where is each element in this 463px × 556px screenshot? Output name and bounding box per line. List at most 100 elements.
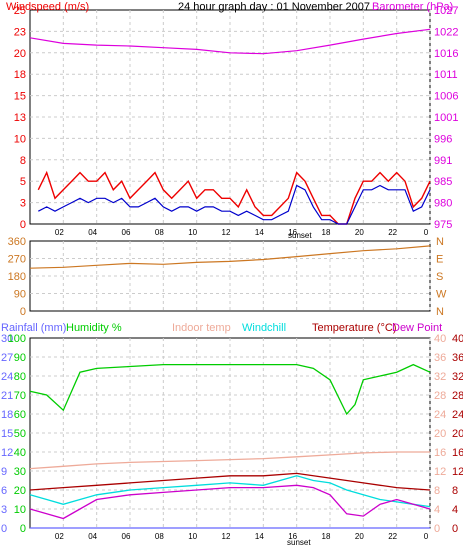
temp-tick: 28 — [452, 390, 463, 402]
panel3-x-tick: 04 — [88, 532, 97, 541]
panel1-right-tick: 1027 — [434, 5, 458, 17]
panel1-left-tick: 5 — [20, 176, 26, 188]
series-humidity — [29, 363, 431, 416]
panel1-x-tick: 18 — [322, 228, 331, 237]
panel1-right-tick: 1006 — [434, 91, 458, 103]
panel1-x-tick: 12 — [222, 228, 231, 237]
panel3-x-tick: 02 — [55, 532, 64, 541]
temp-tick: 12 — [452, 466, 463, 478]
panel3-x-tick: 0 — [424, 532, 429, 541]
temp-tick: 0 — [452, 523, 458, 535]
rain-tick: 24 — [1, 371, 13, 383]
humidity-tick: 100 — [8, 333, 26, 345]
indoor-tick: 12 — [434, 466, 446, 478]
panel3-x-tick: 16 — [288, 532, 297, 541]
panel3-x-tick: 22 — [388, 532, 397, 541]
panel1-x-tick: 16 — [288, 228, 297, 237]
indoor-tick: 36 — [434, 352, 446, 364]
panel1-right-tick: 991 — [434, 155, 452, 167]
panel2-left-tick: 0 — [20, 306, 26, 318]
legend-item: Humidity % — [66, 322, 122, 334]
panel1-right-tick: 1022 — [434, 26, 458, 38]
panel2-compass-tick: N — [436, 306, 444, 318]
indoor-tick: 4 — [434, 504, 440, 516]
panel1-x-tick: 22 — [388, 228, 397, 237]
panel2-left-tick: 90 — [14, 289, 26, 301]
humidity-tick: 30 — [14, 466, 26, 478]
panel3-x-tick: 06 — [122, 532, 131, 541]
temp-tick: 20 — [452, 428, 463, 440]
panel3-sunset-label: sunset — [287, 538, 311, 547]
panel1-x-tick: 06 — [122, 228, 131, 237]
panel1-x-tick: 20 — [355, 228, 364, 237]
panel1-left-tick: 25 — [14, 5, 26, 17]
panel1-x-tick: 10 — [188, 228, 197, 237]
panel2-compass-tick: S — [436, 271, 443, 283]
panel3-x-tick: 18 — [322, 532, 331, 541]
panel1-right-label: Barometer (hPa) — [372, 1, 453, 13]
panel1-left-tick: 0 — [20, 219, 26, 231]
series-indoor-temp — [29, 451, 430, 470]
series-dew-point — [29, 484, 431, 520]
panel3-x-tick: 10 — [188, 532, 197, 541]
rain-tick: 3 — [1, 504, 7, 516]
panel2-left-tick: 180 — [8, 271, 26, 283]
panel1-left-tick: 18 — [14, 69, 26, 81]
panel3-x-tick: 14 — [255, 532, 264, 541]
humidity-tick: 20 — [14, 485, 26, 497]
rain-tick: 30 — [1, 333, 13, 345]
panel1-right-tick: 1011 — [434, 69, 458, 81]
panel1-sunset-label: sunset — [288, 231, 312, 240]
rain-tick: 6 — [1, 485, 7, 497]
series-temperature — [29, 472, 431, 491]
panel1-left-tick: 3 — [20, 198, 26, 210]
series-barometer — [29, 28, 431, 55]
panel1-left-label: Windspeed (m/s) — [6, 1, 89, 13]
panel1-title: 24 hour graph day : 01 November 2007 — [178, 1, 370, 13]
series-wind-direction — [29, 245, 431, 269]
panel1-right-tick: 1001 — [434, 112, 458, 124]
rain-tick: 15 — [1, 428, 13, 440]
humidity-tick: 80 — [14, 371, 26, 383]
temp-tick: 8 — [452, 485, 458, 497]
panel1-x-tick: 08 — [155, 228, 164, 237]
indoor-tick: 40 — [434, 333, 446, 345]
panel1-left-tick: 10 — [14, 133, 26, 145]
panel2-compass-tick: E — [436, 254, 443, 266]
humidity-tick: 60 — [14, 409, 26, 421]
panel2-left-tick: 360 — [8, 236, 26, 248]
panel1-left-tick: 15 — [14, 91, 26, 103]
humidity-tick: 0 — [20, 523, 26, 535]
rain-tick: 12 — [1, 447, 13, 459]
legend-item: Temperature (°C) — [312, 322, 396, 334]
indoor-tick: 24 — [434, 409, 446, 421]
temp-tick: 4 — [452, 504, 458, 516]
humidity-tick: 50 — [14, 428, 26, 440]
panel1-x-tick: 0 — [424, 228, 429, 237]
rain-tick: 27 — [1, 352, 13, 364]
humidity-tick: 40 — [14, 447, 26, 459]
rain-tick: 18 — [1, 409, 13, 421]
series-gust — [37, 170, 431, 225]
wind-barometer-panel: Windspeed (m/s) 24 hour graph day : 01 N… — [6, 1, 458, 240]
panel1-right-tick: 996 — [434, 133, 452, 145]
panel2-compass-tick: N — [436, 236, 444, 248]
indoor-tick: 28 — [434, 390, 446, 402]
legend-item: Dew Point — [392, 322, 442, 334]
panel3-x-tick: 20 — [355, 532, 364, 541]
temp-tick: 32 — [452, 371, 463, 383]
humidity-tick: 70 — [14, 390, 26, 402]
indoor-tick: 8 — [434, 485, 440, 497]
temp-tick: 40 — [452, 333, 463, 345]
panel2-compass-tick: W — [436, 289, 447, 301]
panel1-left-tick: 13 — [14, 112, 26, 124]
panel1-x-tick: 02 — [55, 228, 64, 237]
temp-tick: 24 — [452, 409, 463, 421]
legend-item: Windchill — [242, 322, 286, 334]
rain-tick: 21 — [1, 390, 13, 402]
panel1-left-tick: 8 — [20, 155, 26, 167]
series-windchill — [29, 475, 431, 508]
